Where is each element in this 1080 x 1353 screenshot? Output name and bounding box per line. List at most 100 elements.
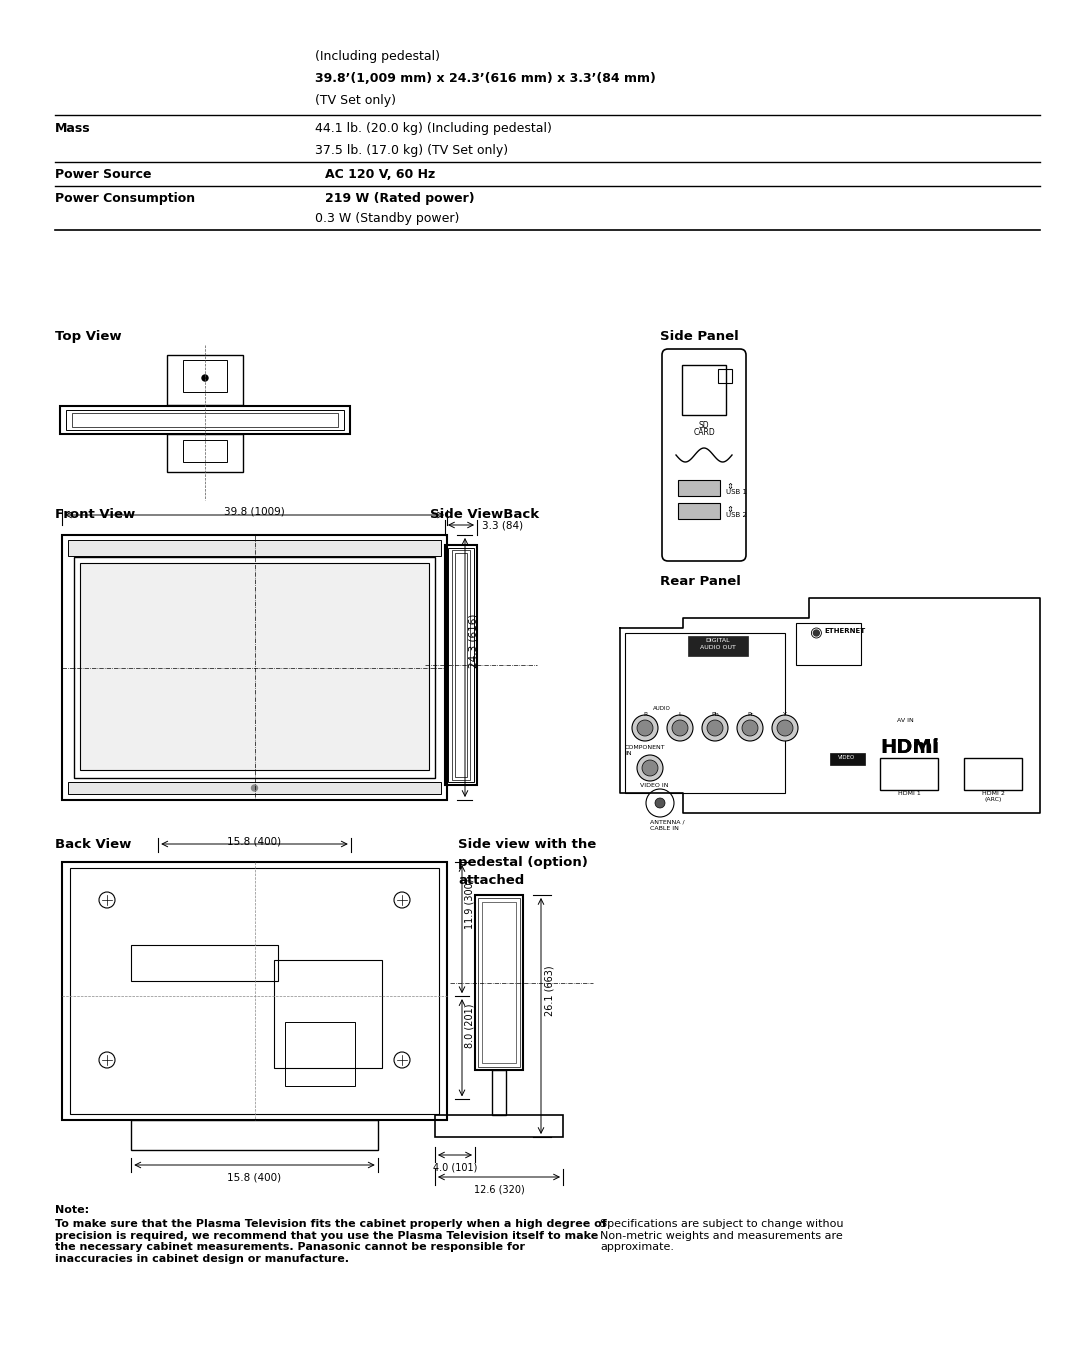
Text: 26.1 (663): 26.1 (663) bbox=[544, 966, 554, 1016]
Text: HDMI 1: HDMI 1 bbox=[899, 792, 921, 796]
Text: 37.5 lb. (17.0 kg) (TV Set only): 37.5 lb. (17.0 kg) (TV Set only) bbox=[315, 143, 508, 157]
Bar bbox=[455, 553, 467, 777]
Text: USB 1: USB 1 bbox=[726, 488, 747, 495]
Text: Y: Y bbox=[783, 712, 787, 717]
Bar bbox=[453, 551, 470, 779]
Bar bbox=[964, 758, 1023, 790]
Bar bbox=[482, 902, 516, 1063]
Text: DIGITAL: DIGITAL bbox=[705, 639, 730, 643]
Bar bbox=[62, 862, 447, 1120]
Bar bbox=[678, 503, 720, 520]
Text: Note:: Note: bbox=[55, 1206, 90, 1215]
Text: AC 120 V, 60 Hz: AC 120 V, 60 Hz bbox=[325, 168, 435, 181]
Bar bbox=[68, 782, 441, 794]
Bar bbox=[492, 1070, 507, 1115]
Text: Rear Panel: Rear Panel bbox=[660, 575, 741, 589]
Bar bbox=[80, 563, 429, 770]
Bar bbox=[183, 360, 227, 392]
Circle shape bbox=[777, 720, 793, 736]
Bar bbox=[678, 480, 720, 497]
Bar bbox=[285, 1022, 354, 1086]
Bar bbox=[435, 1115, 563, 1137]
Text: HDmi: HDmi bbox=[880, 737, 940, 756]
Bar bbox=[688, 636, 748, 656]
Bar bbox=[831, 754, 865, 764]
Text: 44.1 lb. (20.0 kg) (Including pedestal): 44.1 lb. (20.0 kg) (Including pedestal) bbox=[315, 122, 552, 135]
Bar bbox=[880, 758, 939, 790]
Bar bbox=[796, 622, 862, 666]
Text: Power Consumption: Power Consumption bbox=[55, 192, 195, 206]
Text: (TV Set only): (TV Set only) bbox=[315, 93, 396, 107]
Text: Mass: Mass bbox=[55, 122, 91, 135]
Bar bbox=[70, 869, 438, 1114]
Text: 39.8’(1,009 mm) x 24.3’(616 mm) x 3.3’(84 mm): 39.8’(1,009 mm) x 24.3’(616 mm) x 3.3’(8… bbox=[315, 72, 656, 85]
Text: Back View: Back View bbox=[55, 838, 132, 851]
Circle shape bbox=[707, 720, 723, 736]
Bar bbox=[132, 944, 278, 981]
Bar bbox=[718, 369, 732, 383]
Text: VIDEO: VIDEO bbox=[838, 755, 855, 760]
Circle shape bbox=[654, 798, 665, 808]
Circle shape bbox=[637, 755, 663, 781]
Bar bbox=[273, 961, 381, 1069]
Text: Top View: Top View bbox=[55, 330, 122, 344]
Circle shape bbox=[702, 714, 728, 741]
Text: Pr: Pr bbox=[747, 712, 753, 717]
Circle shape bbox=[646, 789, 674, 817]
Circle shape bbox=[742, 720, 758, 736]
Text: ANTENNA /
CABLE IN: ANTENNA / CABLE IN bbox=[650, 820, 685, 831]
Text: ETHERNET: ETHERNET bbox=[824, 628, 866, 635]
Text: Side ViewBack: Side ViewBack bbox=[430, 507, 539, 521]
Circle shape bbox=[632, 714, 658, 741]
Bar bbox=[475, 894, 523, 1070]
Bar bbox=[68, 540, 441, 556]
Text: 11.9 (300): 11.9 (300) bbox=[464, 878, 474, 930]
Text: pedestal (option): pedestal (option) bbox=[458, 856, 588, 869]
Text: 0.3 W (Standby power): 0.3 W (Standby power) bbox=[315, 212, 459, 225]
Text: VIDEO IN: VIDEO IN bbox=[640, 783, 669, 787]
Bar bbox=[183, 440, 227, 461]
Bar bbox=[62, 534, 447, 800]
Circle shape bbox=[772, 714, 798, 741]
Text: ⇕: ⇕ bbox=[726, 505, 733, 514]
Circle shape bbox=[672, 720, 688, 736]
Text: HDMI: HDMI bbox=[880, 737, 940, 756]
Bar bbox=[75, 557, 435, 778]
Text: COMPONENT
IN: COMPONENT IN bbox=[625, 746, 665, 756]
Text: 8.0 (201): 8.0 (201) bbox=[464, 1004, 474, 1047]
Circle shape bbox=[202, 375, 208, 382]
Text: To make sure that the Plasma Television fits the cabinet properly when a high de: To make sure that the Plasma Television … bbox=[55, 1219, 607, 1264]
Circle shape bbox=[637, 720, 653, 736]
Text: 39.8 (1009): 39.8 (1009) bbox=[225, 507, 285, 517]
Bar bbox=[681, 365, 726, 415]
Text: USB 2: USB 2 bbox=[726, 511, 747, 518]
Text: AUDIO OUT: AUDIO OUT bbox=[700, 645, 735, 649]
Text: R: R bbox=[643, 712, 647, 717]
Text: Front View: Front View bbox=[55, 507, 135, 521]
Bar bbox=[625, 633, 784, 793]
Bar bbox=[72, 413, 338, 428]
Text: ⇕: ⇕ bbox=[726, 482, 733, 491]
Bar bbox=[167, 354, 243, 405]
Text: CARD: CARD bbox=[693, 428, 715, 437]
Text: 15.8 (400): 15.8 (400) bbox=[228, 1172, 282, 1183]
Bar bbox=[445, 545, 477, 785]
Text: L: L bbox=[678, 712, 681, 717]
Circle shape bbox=[667, 714, 693, 741]
Bar bbox=[60, 406, 350, 434]
Text: Specifications are subject to change withou
Non-metric weights and measurements : Specifications are subject to change wit… bbox=[600, 1219, 843, 1252]
Text: AV IN: AV IN bbox=[897, 718, 914, 723]
Bar bbox=[167, 434, 243, 472]
Text: 15.8 (400): 15.8 (400) bbox=[228, 838, 282, 847]
FancyBboxPatch shape bbox=[662, 349, 746, 561]
Bar bbox=[448, 548, 474, 782]
Bar bbox=[66, 410, 345, 430]
Text: attached: attached bbox=[458, 874, 524, 888]
Text: 3.3 (84): 3.3 (84) bbox=[482, 520, 523, 530]
Text: 219 W (Rated power): 219 W (Rated power) bbox=[325, 192, 474, 206]
Text: 24.3 (616): 24.3 (616) bbox=[468, 613, 478, 667]
Text: Power Source: Power Source bbox=[55, 168, 151, 181]
Text: (Including pedestal): (Including pedestal) bbox=[315, 50, 440, 64]
Text: Side Panel: Side Panel bbox=[660, 330, 739, 344]
Circle shape bbox=[813, 630, 820, 636]
